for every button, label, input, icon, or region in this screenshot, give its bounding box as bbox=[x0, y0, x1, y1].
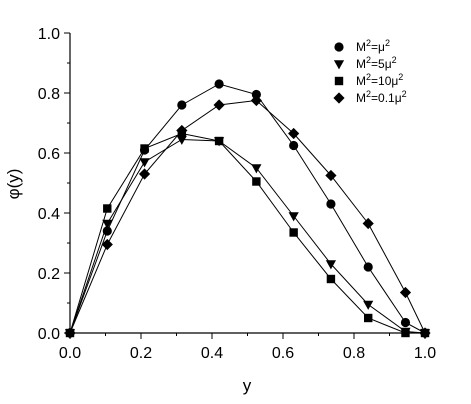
legend-text: M bbox=[356, 91, 366, 105]
series-line bbox=[69, 138, 426, 334]
legend-superscript: 2 bbox=[385, 38, 390, 48]
data-point bbox=[325, 260, 337, 270]
data-point bbox=[288, 212, 299, 222]
y-axis-label: φ(y) bbox=[4, 169, 23, 200]
data-point bbox=[362, 217, 374, 230]
data-point bbox=[140, 144, 149, 153]
data-point bbox=[250, 94, 262, 107]
series-group bbox=[64, 79, 431, 339]
legend-superscript: 2 bbox=[366, 72, 371, 82]
axes: 0.0 0.2 0.4 0.6 0.8 1.0 0.0 0.2 0.4 0.6 0.8 1.0 bbox=[38, 26, 436, 362]
data-point bbox=[177, 100, 187, 110]
data-point bbox=[103, 204, 112, 213]
x-tick-label: 0.6 bbox=[272, 345, 294, 362]
legend-text: =μ bbox=[371, 40, 385, 54]
data-point bbox=[289, 140, 299, 151]
data-point bbox=[101, 238, 113, 251]
data-point bbox=[363, 262, 373, 272]
data-point bbox=[64, 327, 76, 339]
legend-superscript: 2 bbox=[402, 89, 407, 99]
legend-text: M bbox=[356, 40, 366, 54]
legend-item: M2=μ2 bbox=[334, 38, 390, 54]
series-1 bbox=[65, 79, 430, 338]
data-point bbox=[326, 199, 336, 209]
legend-label: M2=10μ2 bbox=[356, 72, 403, 88]
data-point bbox=[288, 127, 300, 140]
data-point bbox=[289, 228, 298, 237]
data-point bbox=[213, 99, 225, 111]
data-point bbox=[102, 219, 113, 229]
series-3 bbox=[65, 129, 430, 338]
legend-marker bbox=[334, 76, 344, 86]
legend-superscript: 2 bbox=[366, 55, 371, 65]
x-tick-label: 1.0 bbox=[414, 345, 436, 362]
data-point bbox=[252, 177, 261, 186]
data-point bbox=[139, 158, 150, 168]
legend-text: =5μ bbox=[371, 57, 392, 71]
data-point bbox=[401, 328, 410, 338]
legend-text: M bbox=[356, 74, 366, 88]
legend-superscript: 2 bbox=[398, 72, 403, 82]
y-tick-label: 0.0 bbox=[38, 326, 60, 343]
legend-text: M bbox=[356, 57, 366, 71]
legend-marker bbox=[334, 42, 344, 52]
x-tick-label: 0.4 bbox=[201, 345, 223, 362]
x-tick-label: 0.0 bbox=[59, 345, 81, 362]
data-point bbox=[102, 226, 112, 236]
legend-label: M2=5μ2 bbox=[356, 55, 397, 71]
data-point bbox=[138, 168, 151, 180]
legend-text: =10μ bbox=[371, 74, 398, 88]
data-point bbox=[251, 89, 261, 100]
legend-item: M2=0.1μ2 bbox=[333, 89, 407, 105]
y-tick-label: 0.8 bbox=[38, 86, 60, 103]
series-line bbox=[69, 83, 426, 334]
legend-item: M2=10μ2 bbox=[334, 72, 403, 88]
data-point bbox=[176, 135, 187, 145]
data-point bbox=[176, 124, 188, 137]
legend-item: M2=5μ2 bbox=[333, 55, 397, 71]
data-point bbox=[399, 286, 412, 299]
data-point bbox=[363, 300, 374, 310]
data-point bbox=[400, 317, 411, 328]
y-tick-label: 0.6 bbox=[38, 146, 60, 163]
legend-label: M2=μ2 bbox=[356, 38, 390, 54]
legend-marker bbox=[333, 60, 345, 70]
series-4 bbox=[64, 94, 431, 339]
data-point bbox=[326, 274, 336, 284]
x-axis-label: y bbox=[243, 376, 252, 395]
y-tick-label: 1.0 bbox=[38, 26, 60, 43]
y-tick-label: 0.4 bbox=[38, 206, 60, 223]
data-point bbox=[214, 79, 224, 89]
legend-superscript: 2 bbox=[366, 38, 371, 48]
data-point bbox=[251, 164, 262, 174]
data-point bbox=[325, 169, 337, 182]
legend-marker bbox=[333, 92, 345, 104]
y-tick-label: 0.2 bbox=[38, 266, 60, 283]
legend-label: M2=0.1μ2 bbox=[356, 89, 407, 105]
series-line bbox=[69, 99, 426, 334]
legend-text: =0.1μ bbox=[371, 91, 402, 105]
data-point bbox=[419, 327, 431, 339]
x-tick-label: 0.8 bbox=[343, 345, 365, 362]
legend-superscript: 2 bbox=[366, 89, 371, 99]
data-point bbox=[364, 313, 373, 323]
x-tick-label: 0.2 bbox=[130, 345, 152, 362]
legend-superscript: 2 bbox=[392, 55, 397, 65]
data-point bbox=[214, 136, 224, 146]
